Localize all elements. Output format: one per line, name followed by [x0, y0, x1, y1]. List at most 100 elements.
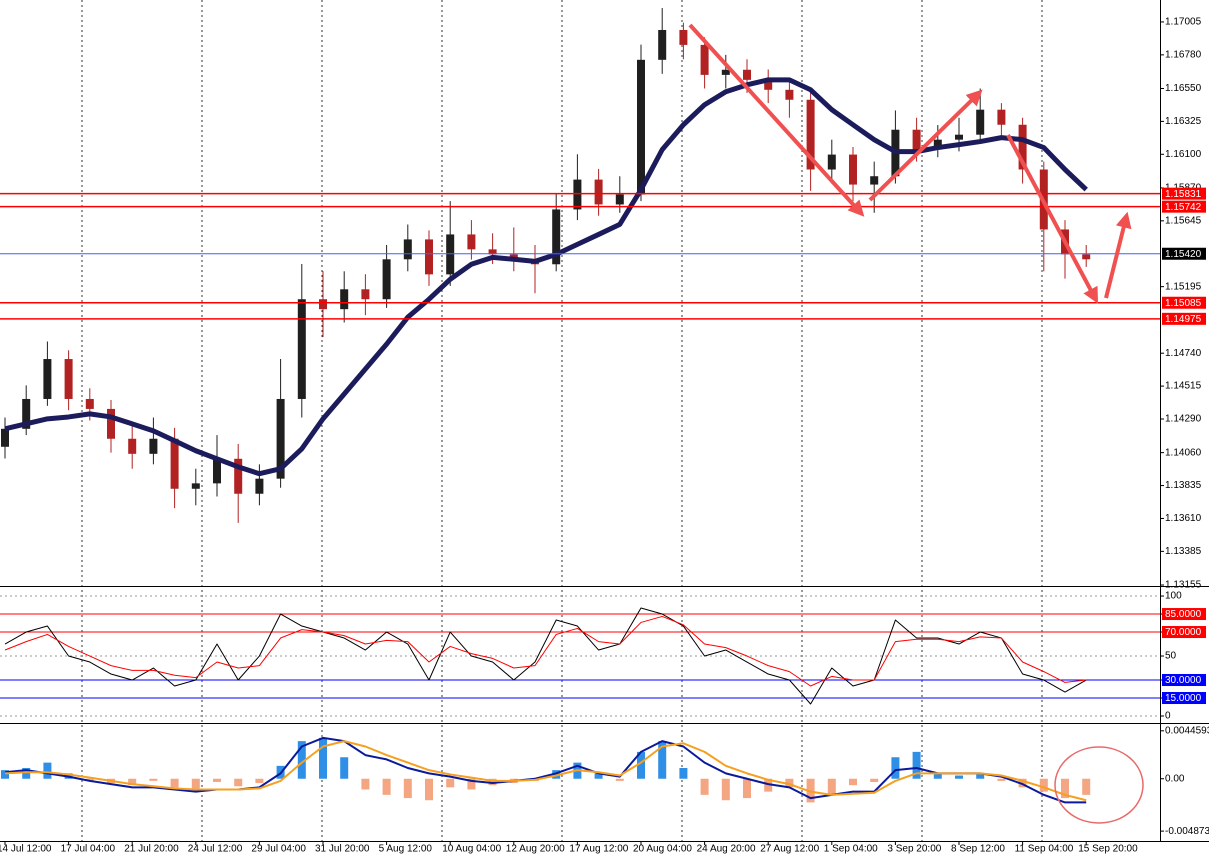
- histogram-bar: [743, 778, 751, 799]
- histogram-bar: [191, 778, 200, 789]
- histogram-bar: [234, 778, 243, 787]
- candle-body: [107, 408, 115, 439]
- x-tick-label: 29 Jul 04:00: [251, 844, 306, 855]
- histogram-bar: [319, 737, 327, 779]
- histogram-bar: [446, 778, 455, 788]
- histogram-bar: [933, 773, 942, 779]
- histogram-bar: [340, 757, 349, 779]
- candle-body: [319, 299, 327, 310]
- candle-body: [467, 234, 476, 250]
- x-tick-label: 3 Sep 20:00: [887, 844, 941, 855]
- x-tick-label: 10 Aug 04:00: [442, 844, 501, 855]
- highlight-circle: [1054, 746, 1144, 824]
- histogram-bar: [912, 751, 921, 779]
- trend-arrow: [868, 89, 983, 202]
- candle-body: [149, 438, 158, 454]
- candle-body: [382, 259, 391, 300]
- candle-body: [679, 29, 688, 45]
- histogram-bar: [149, 778, 158, 781]
- histogram-bar: [997, 778, 1006, 781]
- candle-body: [85, 398, 94, 409]
- histogram-bar: [1, 770, 9, 779]
- x-tick-label: 31 Jul 20:00: [315, 844, 370, 855]
- y-tick-label: 1.15195: [1165, 281, 1202, 292]
- y-tick-label: 0.00: [1165, 773, 1185, 784]
- price-level-label: 1.15420: [1165, 249, 1202, 260]
- level-label-bg: [1162, 608, 1206, 621]
- y-tick-label: 15.0000: [1165, 693, 1202, 704]
- x-tick-label: 1 Sep 04:00: [824, 844, 878, 855]
- histogram-bar: [43, 762, 52, 779]
- histogram-bar: [1061, 778, 1069, 799]
- plot-area: [0, 0, 1160, 841]
- candle-body: [743, 69, 751, 80]
- macd-line: [4, 740, 1087, 802]
- x-tick-label: 8 Sep 12:00: [951, 844, 1005, 855]
- annotations: [688, 23, 1144, 824]
- y-tick-label: -0.004873: [1165, 826, 1209, 837]
- candle-body: [340, 289, 349, 310]
- y-tick-label: 85.0000: [1165, 609, 1202, 620]
- y-tick-label: 70.0000: [1165, 627, 1202, 638]
- histogram-bar: [849, 778, 857, 786]
- price-level-label: 1.15831: [1165, 189, 1202, 200]
- candle-body: [573, 179, 582, 210]
- histogram-bar: [658, 741, 667, 779]
- candle-body: [827, 154, 836, 170]
- x-tick-label: 11 Sep 04:00: [1015, 844, 1074, 855]
- candle-body: [22, 398, 31, 429]
- candle-body: [1, 428, 9, 447]
- histogram-bar: [297, 741, 306, 779]
- oscillator-line: [4, 615, 1087, 687]
- histogram-bar: [552, 770, 561, 779]
- candle-body: [170, 438, 179, 489]
- level-label-bg: [1162, 626, 1206, 639]
- candle-body: [1018, 124, 1027, 170]
- y-tick-label: 1.13835: [1165, 480, 1202, 491]
- x-tick-label: 17 Jul 04:00: [61, 844, 116, 855]
- candle-body: [234, 458, 243, 494]
- trend-arrow: [1006, 134, 1099, 304]
- y-tick-label: 0.0044593: [1165, 725, 1209, 736]
- x-tick-label: 27 Aug 12:00: [760, 844, 819, 855]
- price-level-bg: [1162, 247, 1206, 260]
- y-tick-label: 1.13385: [1165, 546, 1202, 557]
- trend-arrow: [1104, 211, 1132, 299]
- histogram-bar: [955, 775, 963, 779]
- histogram-bar: [255, 778, 264, 784]
- x-tick-label: 24 Jul 12:00: [188, 844, 243, 855]
- price-level-bg: [1162, 312, 1206, 325]
- x-tick-label: 21 Jul 20:00: [124, 844, 179, 855]
- x-tick-label: 15 Sep 20:00: [1078, 844, 1138, 855]
- histogram-bar: [1018, 778, 1027, 788]
- candle-body: [255, 478, 264, 494]
- y-tick-label: 1.14290: [1165, 414, 1202, 425]
- level-label-bg: [1162, 692, 1206, 705]
- y-tick-label: 0: [1165, 711, 1171, 722]
- histogram-bar: [425, 778, 433, 801]
- histogram-bar: [721, 778, 730, 801]
- candle-body: [594, 179, 603, 205]
- histogram-bar: [615, 778, 624, 781]
- candle-body: [128, 438, 137, 454]
- y-tick-label: 1.15645: [1165, 215, 1202, 226]
- y-tick-label: 1.13610: [1165, 513, 1202, 524]
- histogram-bar: [488, 778, 497, 786]
- candle-body: [43, 359, 52, 399]
- price-level-bg: [1162, 187, 1206, 200]
- y-tick-label: 1.14515: [1165, 381, 1202, 392]
- histogram-bar: [976, 774, 985, 779]
- candle-body: [933, 139, 942, 150]
- x-tick-label: 17 Aug 12:00: [569, 844, 628, 855]
- histogram-bar: [827, 778, 836, 795]
- x-tick-label: 5 Aug 12:00: [379, 844, 433, 855]
- y-tick-label: 1.14740: [1165, 348, 1202, 359]
- histogram-bar: [22, 767, 31, 779]
- price-level-label: 1.15085: [1165, 298, 1202, 309]
- y-tick-label: 100: [1165, 591, 1182, 602]
- candle-body: [297, 299, 306, 399]
- histogram-bar: [213, 778, 221, 782]
- histogram-bar: [382, 778, 391, 795]
- y-tick-label: 1.16325: [1165, 116, 1202, 127]
